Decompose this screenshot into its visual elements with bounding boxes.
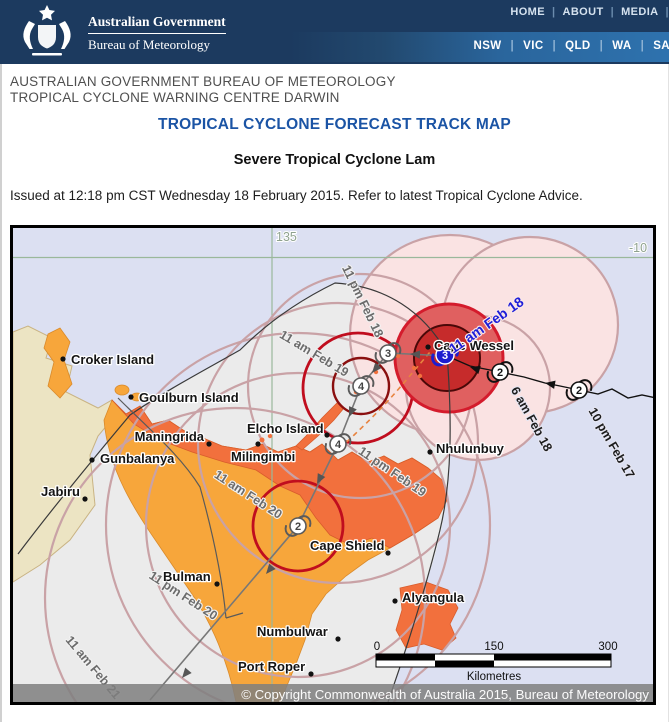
bureau-title: Bureau of Meteorology [88, 37, 211, 52]
site-header: Australian Government Bureau of Meteorol… [0, 0, 669, 64]
croker-island [43, 327, 73, 399]
nav-nsw[interactable]: NSW [473, 40, 502, 52]
nav-separator: | [640, 40, 645, 52]
nav-media[interactable]: MEDIA [621, 6, 659, 18]
svg-text:3: 3 [385, 348, 391, 360]
scale-unit: Kilometres [467, 671, 522, 683]
town-label: Maningrida [135, 429, 205, 444]
town-dots [60, 344, 433, 677]
state-nav: NSW | VIC | QLD | WA | SA [465, 40, 669, 52]
svg-text:2: 2 [497, 367, 503, 379]
past-position-symbol: 2 [486, 361, 514, 383]
nav-vic[interactable]: VIC [523, 40, 544, 52]
current-position-symbol: 3 [431, 343, 459, 367]
town-label: Alyangula [402, 590, 465, 605]
forecast-track-map: 2 2 3 4 4 2 [10, 225, 656, 705]
town-label: Croker Island [71, 352, 154, 367]
graticule [10, 225, 656, 705]
town-label: Numbulwar [257, 624, 328, 639]
nav-separator: | [665, 6, 669, 18]
svg-text:4: 4 [335, 439, 342, 451]
warning-zone-land [111, 399, 449, 549]
state-nav-band: NSW | VIC | QLD | WA | SA [290, 32, 669, 62]
bureau-heading-line2: TROPICAL CYCLONE WARNING CENTRE DARWIN [10, 90, 340, 105]
cyclone-name: Severe Tropical Cyclone Lam [233, 152, 436, 168]
town-label: Gunbalanya [100, 451, 175, 466]
map-border [10, 225, 656, 705]
wessel-islands-chain [259, 351, 431, 449]
town-label: Jabiru [41, 484, 80, 499]
svg-text:3: 3 [442, 350, 448, 362]
nav-separator: | [552, 40, 557, 52]
svg-text:4: 4 [358, 381, 365, 393]
bureau-heading-line1: AUSTRALIAN GOVERNMENT BUREAU OF METEOROL… [10, 74, 396, 89]
town-label: Elcho Island [247, 421, 324, 436]
nav-separator: | [599, 40, 604, 52]
scale-bar: 0 150 300 Kilometres [374, 641, 618, 683]
forecast-position-symbol: 4 [324, 433, 352, 455]
latitude-label: -10 [629, 241, 647, 255]
town-label: Goulburn Island [139, 390, 239, 405]
goulburn-islands [114, 384, 144, 402]
nav-about[interactable]: ABOUT [562, 6, 604, 18]
nav-home[interactable]: HOME [510, 6, 545, 18]
past-position-symbol: 2 [565, 379, 593, 401]
forecast-track [149, 349, 448, 701]
forecast-position-symbol: 2 [284, 515, 312, 537]
nav-wa[interactable]: WA [612, 40, 632, 52]
coat-of-arms-icon [14, 3, 80, 60]
svg-text:2: 2 [295, 521, 301, 533]
town-label: Cape Wessel [434, 338, 514, 353]
svg-text:0: 0 [374, 641, 380, 653]
longitude-label: 135 [276, 230, 297, 244]
nav-separator: | [510, 40, 515, 52]
nav-qld[interactable]: QLD [565, 40, 591, 52]
svg-text:2: 2 [576, 385, 582, 397]
forecast-position-symbol: 4 [347, 375, 375, 397]
town-label: Milingimbi [231, 449, 295, 464]
svg-text:150: 150 [484, 641, 503, 653]
nav-separator: | [551, 6, 556, 18]
map-svg: 2 2 3 4 4 2 [10, 225, 656, 705]
town-label: Nhulunbuy [436, 441, 505, 456]
town-label: Port Roper [238, 659, 305, 674]
top-nav: HOME | ABOUT | MEDIA | [503, 6, 669, 18]
copyright-bar [13, 684, 653, 704]
town-label: Bulman [163, 569, 211, 584]
nav-sa[interactable]: SA [653, 40, 669, 52]
page-title: TROPICAL CYCLONE FORECAST TRACK MAP [158, 116, 511, 133]
svg-text:300: 300 [598, 641, 617, 653]
government-title: Australian Government [88, 14, 226, 34]
forecast-position-symbol: 3 [374, 342, 402, 364]
town-label: Cape Shield [310, 538, 384, 553]
copyright-text: © Copyright Commonwealth of Australia 20… [241, 687, 649, 702]
issued-line: Issued at 12:18 pm CST Wednesday 18 Febr… [10, 188, 583, 203]
cone-boundary [17, 282, 451, 703]
nav-separator: | [610, 6, 615, 18]
